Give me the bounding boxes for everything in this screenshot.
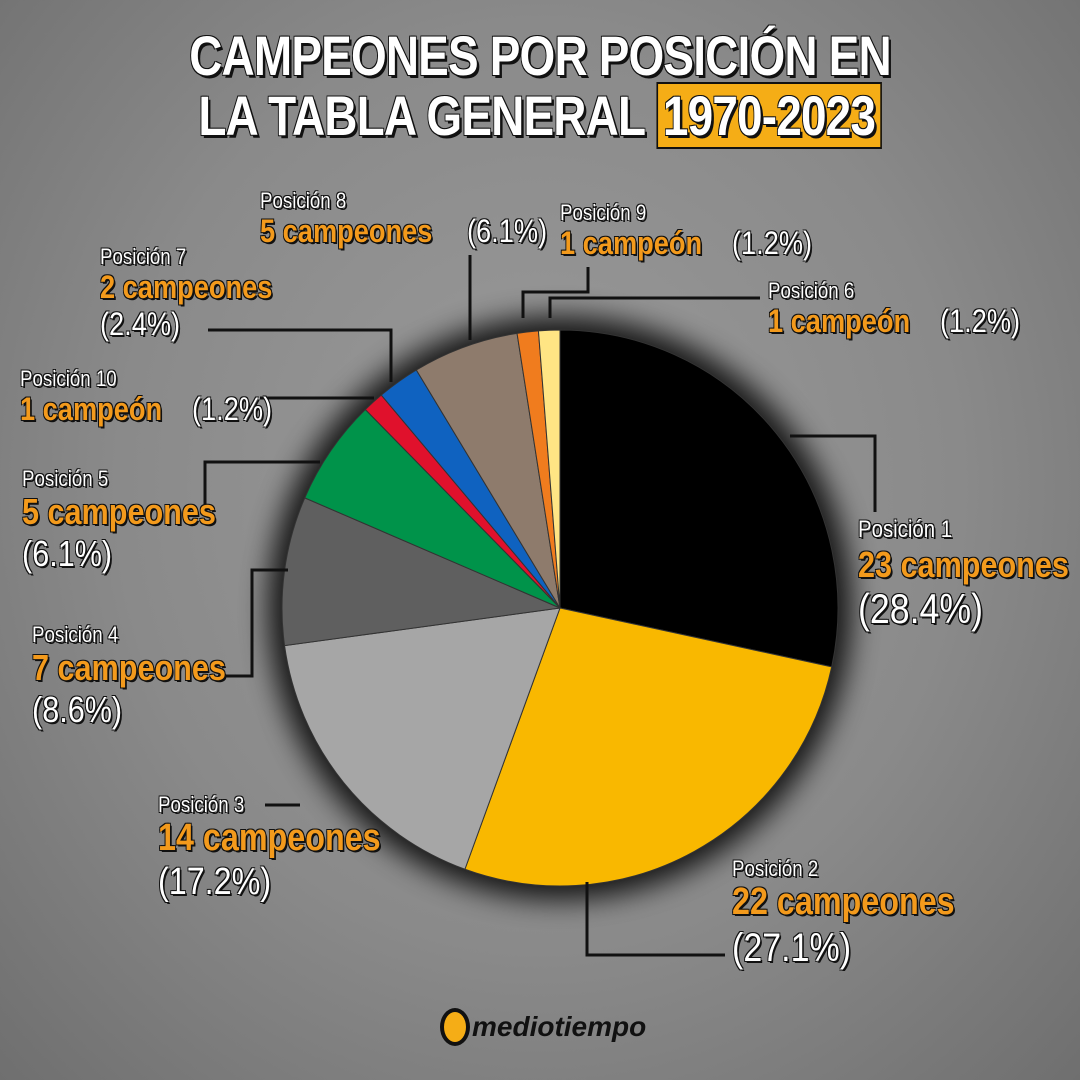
slice-label-posicion-1: Posición 1 23 campeones (28.4%) [858,516,1080,633]
slice-label-name: Posición 5 [22,466,109,491]
slice-label-count: 1 campeón [560,225,703,262]
leader-line-posicion-9 [521,267,590,318]
slice-label-posicion-8: Posición 8 5 campeones (6.1%) [260,188,561,250]
slice-label-posicion-5: Posición 5 5 campeones (6.1%) [22,466,250,574]
slice-label-count: 7 campeones [32,647,226,689]
slice-label-name: Posición 2 [732,856,819,881]
slice-label-pct: (27.1%) [732,925,852,970]
leader-line-posicion-4 [218,568,288,678]
slice-label-posicion-7: Posición 7 2 campeones (2.4%) [100,244,303,343]
slice-label-name: Posición 8 [260,188,347,213]
chart-title-text: LA TABLA GENERAL [198,84,645,147]
slice-label-pct: (8.6%) [32,688,123,730]
pie-slice-posici-n-3 [283,607,561,870]
slice-label-name: Posición 3 [158,792,245,817]
leader-lines [203,255,877,957]
leader-line-posicion-2 [585,882,725,957]
pie-slice-posici-n-1 [559,329,839,668]
slice-label-name: Posición 6 [768,278,855,303]
leader-line-posicion-7 [208,328,393,382]
slice-label-count: 5 campeones [22,491,216,533]
brand-logo: mediotiempo [440,1008,646,1046]
slice-label-pct: (2.4%) [100,306,181,343]
slice-label-count: 14 campeones [158,817,381,860]
slice-label-name: Posición 7 [100,244,187,269]
slice-label-posicion-3: Posición 3 14 campeones (17.2%) [158,792,420,905]
slice-label-pct: (17.2%) [158,860,272,903]
slice-label-pct: (1.2%) [191,391,272,428]
brand-name: mediotiempo [472,1011,647,1042]
slice-label-name: Posición 10 [20,366,117,391]
slice-label-name: Posición 9 [560,200,647,225]
slice-label-posicion-10: Posición 10 1 campeón (1.2%) [20,366,286,428]
pie-slice-posici-n-2 [464,607,833,887]
slice-label-count: 22 campeones [732,881,955,924]
slice-label-name: Posición 4 [32,622,119,647]
slice-label-pct: (6.1%) [22,532,113,574]
slice-label-count: 1 campeón [20,391,163,428]
slice-label-posicion-9: Posición 9 1 campeón (1.2%) [560,200,826,262]
stopwatch-icon [440,1008,470,1046]
chart-title-line2: LA TABLA GENERAL 1970-2023 [97,82,983,149]
slice-label-pct: (28.4%) [858,584,984,632]
slice-label-count: 2 campeones [100,269,273,306]
slice-label-name: Posición 1 [858,516,953,543]
pie-slice-posici-n-6 [537,329,561,609]
leader-line-posicion-1 [790,434,877,512]
slice-label-posicion-2: Posición 2 22 campeones (27.1%) [732,856,994,971]
chart-title-line1: CAMPEONES POR POSICIÓN EN [189,24,891,87]
slice-label-count: 23 campeones [858,543,1069,585]
slice-label-pct: (1.2%) [939,303,1020,340]
slice-label-posicion-4: Posición 4 7 campeones (8.6%) [32,622,260,730]
slice-label-count: 5 campeones [260,213,433,250]
slice-label-pct: (6.1%) [467,213,548,250]
slice-label-pct: (1.2%) [731,225,812,262]
leader-line-posicion-5 [203,460,320,505]
pie-slices [281,329,839,887]
slice-label-posicion-6: Posición 6 1 campeón (1.2%) [768,278,1034,340]
leader-line-posicion-6 [548,296,760,318]
slice-label-count: 1 campeón [768,303,911,340]
chart-title-years: 1970-2023 [656,82,882,149]
